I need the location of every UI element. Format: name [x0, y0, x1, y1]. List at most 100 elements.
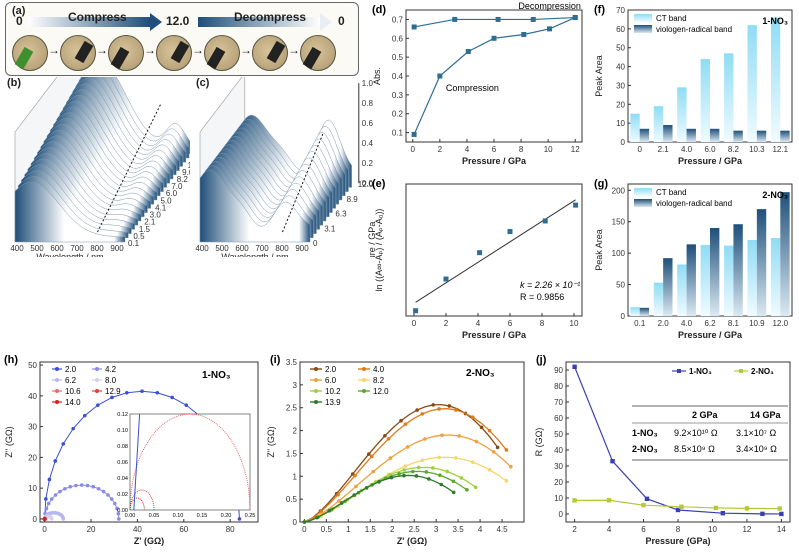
x-tick-label: 3.5	[453, 525, 465, 534]
x-tick-label: 0.1	[634, 319, 646, 328]
data-point	[439, 483, 443, 487]
crystal-fragment	[75, 41, 94, 63]
photo-strip: →→→→→→	[12, 33, 352, 71]
data-point	[415, 474, 419, 478]
x-tick-label: 6	[492, 145, 497, 154]
sample-photo	[12, 35, 48, 71]
legend-marker	[362, 389, 366, 393]
x-tick-label: 2.1	[658, 145, 670, 154]
y-tick-label: 40	[554, 446, 563, 455]
y-axis-label: R (GΩ)	[534, 428, 544, 457]
sample-photo	[204, 35, 240, 71]
data-point	[412, 24, 417, 29]
bar-ct	[654, 106, 663, 142]
x-tick-label: 10	[570, 319, 579, 328]
legend-swatch-radical	[634, 25, 652, 33]
y-tick-label: 0.1	[392, 129, 404, 138]
data-point	[327, 509, 331, 513]
data-point	[610, 459, 614, 463]
data-point	[454, 408, 458, 412]
legend-label: 2.0	[325, 365, 337, 374]
data-point	[431, 403, 435, 407]
inset-frame	[130, 414, 250, 510]
y-axis-label: ln ((A∞-Aₚ) / (Aₚ-A₀))	[374, 209, 384, 292]
data-point	[445, 470, 449, 474]
panel-label: (g)	[594, 178, 608, 190]
data-point	[509, 465, 513, 469]
y-tick-label: 40	[616, 63, 625, 72]
table-cell: 1-NO₃	[632, 428, 658, 438]
inset-y-tick-label: 0.04	[117, 476, 128, 482]
y-tick-label: 30	[554, 462, 563, 471]
data-point	[117, 517, 121, 521]
data-point	[61, 517, 65, 521]
plot-frame	[566, 362, 790, 522]
data-point	[452, 491, 456, 495]
x-axis-label: Pressure / GPa	[462, 156, 527, 166]
bar-ct	[630, 114, 639, 142]
data-point	[465, 488, 469, 492]
legend-marker	[314, 378, 318, 382]
data-point	[170, 396, 174, 400]
bar-radical	[710, 129, 719, 142]
panel-label: (d)	[372, 4, 386, 16]
crystal-fragment	[303, 47, 322, 69]
data-point	[367, 452, 371, 456]
data-point	[440, 433, 444, 437]
data-point	[47, 502, 51, 506]
x-tick-label: 14	[777, 525, 786, 534]
start-value: 0	[16, 14, 23, 28]
data-point	[714, 506, 718, 510]
x-tick-label: 12.1	[772, 145, 788, 154]
x-axis-label: Pressure / GPa	[462, 330, 527, 340]
y-tick-label: 2	[293, 427, 298, 436]
data-point	[431, 466, 435, 470]
x-tick-label: 12	[742, 525, 751, 534]
data-point	[641, 503, 645, 507]
inset-y-tick-label: 0.12	[117, 412, 128, 418]
data-point	[454, 456, 458, 460]
data-point	[777, 506, 781, 510]
data-point	[420, 458, 424, 462]
data-point	[50, 517, 54, 521]
data-point	[466, 49, 471, 54]
bar-ct	[747, 25, 756, 142]
data-point	[531, 17, 536, 22]
sample-photo	[60, 35, 96, 71]
plot-frame	[406, 10, 582, 142]
x-tick-label: 2	[438, 145, 443, 154]
data-point	[760, 512, 764, 516]
x-axis-label: Pressure / GPa	[678, 330, 743, 340]
bar-radical	[640, 129, 649, 142]
data-point	[721, 511, 725, 515]
data-point	[679, 505, 683, 509]
legend-label: 2.0	[65, 365, 77, 374]
data-point	[110, 396, 114, 400]
data-point	[779, 512, 783, 516]
data-point	[48, 478, 52, 482]
decompress-label: Decompress	[234, 10, 306, 24]
table-cell: 3.4×10⁹ Ω	[736, 444, 777, 454]
arrow-icon: →	[288, 43, 300, 57]
y-axis-label: Z'' (GΩ)	[266, 426, 276, 457]
series-line	[414, 18, 575, 27]
data-point	[45, 507, 49, 511]
data-point	[420, 412, 424, 416]
panel-label: (f)	[594, 4, 605, 16]
x-tick-label: 6.0	[704, 145, 716, 154]
data-point	[572, 498, 576, 502]
data-point	[488, 429, 492, 433]
x-tick-label: 2.0	[658, 319, 670, 328]
x-tick-label: 4.5	[496, 525, 508, 534]
compound-label: 2-NO₃	[762, 190, 788, 200]
arrow-icon: →	[192, 43, 204, 57]
bar-ct	[701, 245, 710, 316]
x-axis-label: Pressure / GPa	[678, 156, 743, 166]
data-point	[50, 497, 54, 501]
legend-label: 8.2	[373, 376, 385, 385]
legend-marker	[55, 367, 59, 371]
x-tick-label: 60	[179, 525, 188, 534]
data-point	[389, 456, 393, 460]
